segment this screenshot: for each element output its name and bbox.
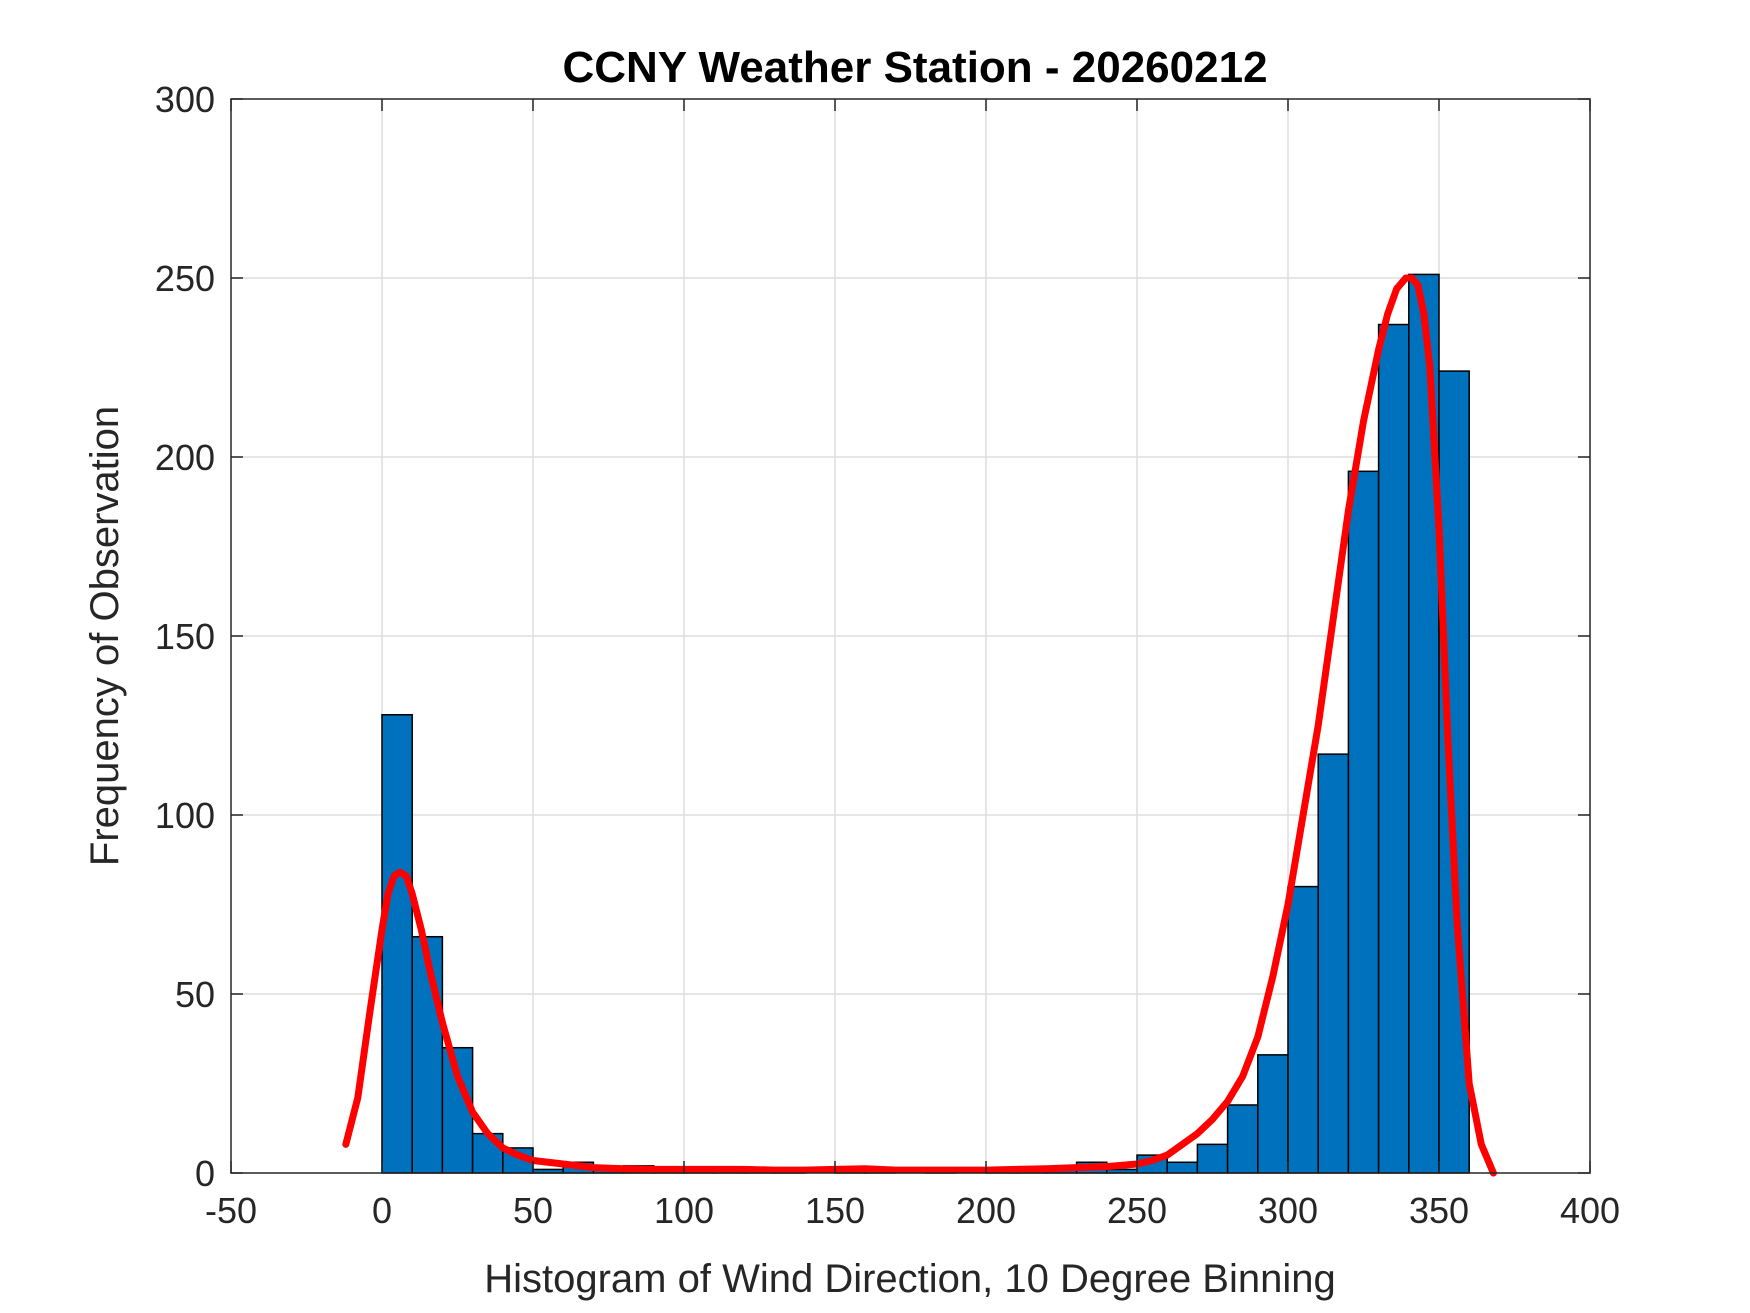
x-axis-label: Histogram of Wind Direction, 10 Degree B… (484, 1257, 1336, 1301)
y-tick-label: 200 (155, 437, 215, 478)
x-tick-label: 300 (1258, 1190, 1318, 1231)
y-axis-label: Frequency of Observation (83, 406, 127, 866)
y-tick-label: 300 (155, 79, 215, 120)
y-tick-label: 0 (195, 1153, 215, 1194)
histogram-bar (1317, 753, 1350, 1174)
x-tick-label: -50 (205, 1190, 257, 1231)
x-tick-label: 200 (956, 1190, 1016, 1231)
histogram-bar (1226, 1104, 1259, 1174)
x-tick-label: 350 (1409, 1190, 1469, 1231)
x-tick-label: 400 (1560, 1190, 1620, 1231)
x-tick-label: 150 (805, 1190, 865, 1231)
chart-title: CCNY Weather Station - 20260212 (562, 43, 1267, 92)
x-tick-label: 0 (372, 1190, 392, 1231)
x-tick-label: 100 (654, 1190, 714, 1231)
axis-ticks: -50 0 50 100 150 200 250 300 350 4000501001502002… (155, 79, 1620, 1231)
histogram-bar (381, 714, 413, 1174)
fit-curve (342, 274, 1497, 1177)
histogram-bar (1166, 1161, 1199, 1174)
fit-curve-layer (342, 274, 1497, 1177)
x-tick-label: 50 (513, 1190, 553, 1231)
histogram-bars (381, 273, 1470, 1174)
y-tick-label: 100 (155, 795, 215, 836)
histogram-bar (1287, 885, 1319, 1174)
histogram-bar (1196, 1143, 1229, 1174)
y-tick-label: 250 (155, 258, 215, 299)
y-tick-label: 50 (175, 974, 215, 1015)
y-tick-label: 150 (155, 616, 215, 657)
histogram-bar (1347, 470, 1380, 1174)
histogram-bar (1257, 1054, 1289, 1174)
x-tick-label: 250 (1107, 1190, 1167, 1231)
histogram-bar (1377, 323, 1410, 1174)
